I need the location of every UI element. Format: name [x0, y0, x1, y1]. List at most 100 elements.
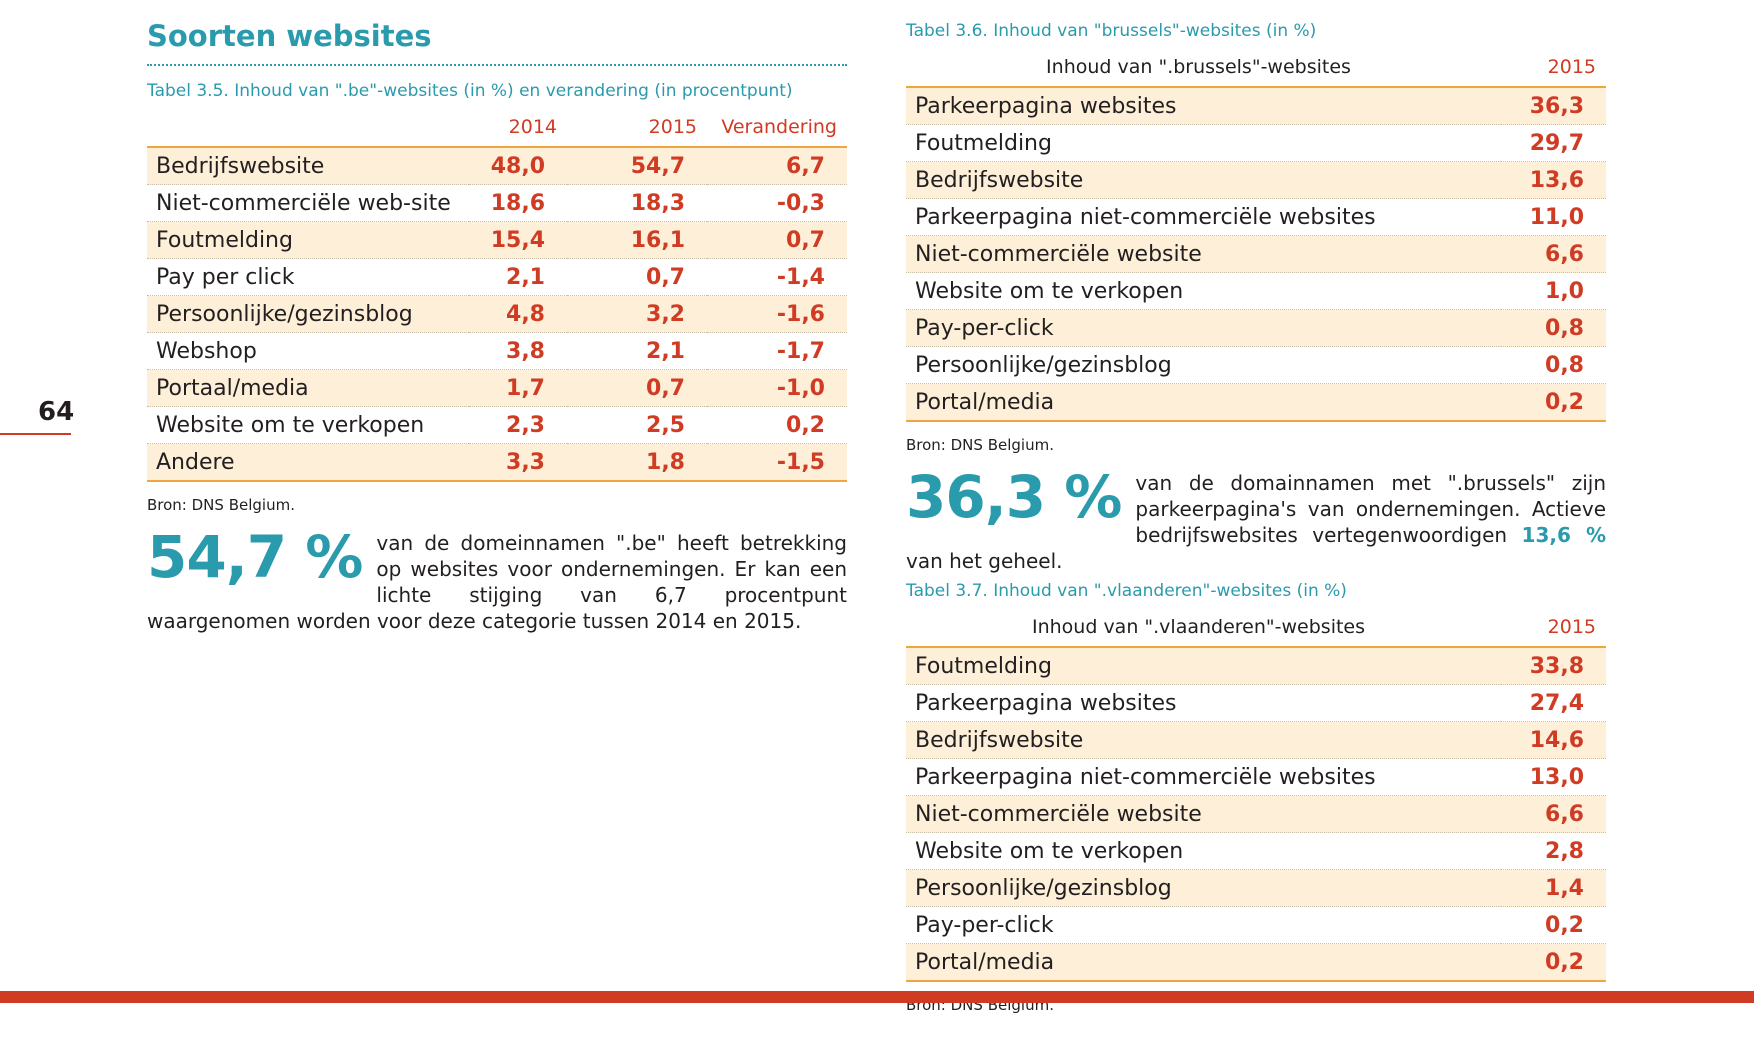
bottom-bar — [0, 991, 1754, 1003]
cell-change: -0,3 — [776, 190, 825, 216]
cell-v2015: 13,6 — [1529, 167, 1584, 193]
cell-v2014: 15,4 — [490, 227, 545, 253]
table-3-6-body: Parkeerpagina websites 36,3 Foutmelding 29,… — [906, 87, 1606, 421]
table-row: Website om te verkopen 1,0 — [906, 273, 1606, 310]
table-row: Portaal/media 1,7 0,7 -1,0 — [147, 369, 847, 407]
cell-v2015: 1,4 — [1545, 875, 1584, 901]
callout-be-text: van de domeinnamen ".be" heeft betrekkin… — [147, 531, 847, 633]
cell-v2015: 0,7 — [646, 375, 685, 401]
column-header-2014: 2014 — [508, 116, 557, 138]
table-row: Parkeerpagina niet-commerciële websites 1… — [906, 759, 1606, 796]
cell-v2014: 2,1 — [506, 264, 545, 290]
callout-brussels-figure: 36,3 % — [906, 463, 1122, 531]
cell-v2014: 3,3 — [506, 449, 545, 475]
table-row: Pay per click 2,1 0,7 -1,4 — [147, 259, 847, 296]
table-3-5-body: Bedrijfswebsite 48,0 54,7 6,7 Niet-commercië… — [147, 147, 847, 481]
table-row: Persoonlijke/gezinsblog 4,8 3,2 -1,6 — [147, 295, 847, 333]
column-header-2015: 2015 — [1547, 616, 1596, 638]
table-3-7-caption: Tabel 3.7. Inhoud van ".vlaanderen"-webs… — [906, 581, 1347, 601]
column-header-2015: 2015 — [1547, 56, 1596, 78]
table-row: Website om te verkopen 2,3 2,5 0,2 — [147, 407, 847, 444]
table-3-6-header-row: Inhoud van ".brussels"-websites 2015 — [906, 48, 1606, 87]
cell-v2015: 36,3 — [1529, 93, 1584, 119]
table-row: Andere 3,3 1,8 -1,5 — [147, 443, 847, 481]
cell-v2015: 0,7 — [646, 264, 685, 290]
cell-change: -1,6 — [776, 301, 825, 327]
row-label: Foutmelding — [915, 653, 1052, 679]
row-label: Bedrijfswebsite — [915, 167, 1084, 193]
callout-brussels-text-after: van het geheel. — [906, 549, 1063, 573]
table-3-5-source: Bron: DNS Belgium. — [147, 496, 295, 514]
cell-change: 0,2 — [786, 412, 825, 438]
row-label: Parkeerpagina websites — [915, 93, 1177, 119]
table-3-6: Inhoud van ".brussels"-websites 2015 Par… — [906, 48, 1606, 422]
cell-v2015: 16,1 — [630, 227, 685, 253]
table-row: Parkeerpagina niet-commerciële websites 1… — [906, 199, 1606, 236]
table-row: Bedrijfswebsite 13,6 — [906, 161, 1606, 199]
table-3-7-header-row: Inhoud van ".vlaanderen"-websites 2015 — [906, 608, 1606, 647]
table-row: Bedrijfswebsite 14,6 — [906, 721, 1606, 759]
cell-v2015: 2,1 — [646, 338, 685, 364]
cell-change: -1,7 — [776, 338, 825, 364]
callout-be-figure: 54,7 % — [147, 523, 363, 591]
table-3-7: Inhoud van ".vlaanderen"-websites 2015 F… — [906, 608, 1606, 982]
column-header-change: Verandering — [721, 116, 837, 138]
page-number-rule — [0, 433, 71, 435]
cell-v2015: 1,0 — [1545, 278, 1584, 304]
table-3-6-source: Bron: DNS Belgium. — [906, 436, 1054, 454]
table-row: Portal/media 0,2 — [906, 383, 1606, 421]
cell-change: -1,5 — [776, 449, 825, 475]
row-label: Persoonlijke/gezinsblog — [915, 352, 1172, 378]
callout-brussels-text-before: van de domainnamen met ".brussels" zijn … — [1135, 471, 1606, 547]
cell-change: 0,7 — [786, 227, 825, 253]
table-row: Webshop 3,8 2,1 -1,7 — [147, 333, 847, 370]
cell-v2015: 11,0 — [1529, 204, 1584, 230]
cell-v2014: 18,6 — [490, 190, 545, 216]
cell-v2014: 4,8 — [506, 301, 545, 327]
row-label: Niet-commerciële web-site — [156, 190, 451, 216]
row-label: Parkeerpagina niet-commerciële websites — [915, 204, 1376, 230]
cell-v2015: 6,6 — [1545, 801, 1584, 827]
table-3-6-caption: Tabel 3.6. Inhoud van "brussels"-website… — [906, 21, 1317, 41]
table-row: Parkeerpagina websites 36,3 — [906, 87, 1606, 125]
row-label: Foutmelding — [915, 130, 1052, 156]
table-row: Pay-per-click 0,8 — [906, 309, 1606, 347]
callout-brussels-highlight: 13,6 % — [1521, 523, 1606, 547]
row-label: Parkeerpagina niet-commerciële websites — [915, 764, 1376, 790]
callout-be: 54,7 % van de domeinnamen ".be" heeft be… — [147, 523, 847, 634]
table-row: Foutmelding 33,8 — [906, 647, 1606, 685]
table-row: Persoonlijke/gezinsblog 1,4 — [906, 869, 1606, 907]
table-row: Foutmelding 29,7 — [906, 125, 1606, 162]
cell-change: -1,0 — [776, 375, 825, 401]
column-header-content: Inhoud van ".vlaanderen"-websites — [1031, 616, 1366, 638]
table-row: Website om te verkopen 2,8 — [906, 833, 1606, 870]
cell-v2015: 54,7 — [630, 153, 685, 179]
table-row: Pay-per-click 0,2 — [906, 907, 1606, 944]
cell-v2015: 29,7 — [1529, 130, 1584, 156]
row-label: Website om te verkopen — [915, 278, 1184, 304]
section-divider — [147, 64, 847, 66]
column-header-content: Inhoud van ".brussels"-websites — [1046, 56, 1351, 78]
cell-v2015: 14,6 — [1529, 727, 1584, 753]
cell-v2015: 2,8 — [1545, 838, 1584, 864]
cell-v2015: 3,2 — [646, 301, 685, 327]
section-title: Soorten websites — [147, 19, 432, 53]
row-label: Parkeerpagina websites — [915, 690, 1177, 716]
table-row: Parkeerpagina websites 27,4 — [906, 685, 1606, 722]
cell-v2015: 18,3 — [630, 190, 685, 216]
column-header-label — [147, 108, 469, 147]
cell-v2015: 0,2 — [1545, 389, 1584, 415]
row-label: Portal/media — [915, 949, 1055, 975]
cell-v2015: 0,8 — [1545, 352, 1584, 378]
cell-v2015: 13,0 — [1529, 764, 1584, 790]
table-row: Persoonlijke/gezinsblog 0,8 — [906, 347, 1606, 384]
right-column: Tabel 3.6. Inhoud van "brussels"-website… — [906, 14, 1606, 1014]
row-label: Persoonlijke/gezinsblog — [156, 301, 413, 327]
row-label: Bedrijfswebsite — [156, 153, 325, 179]
table-3-7-body: Foutmelding 33,8 Parkeerpagina websites 27,… — [906, 647, 1606, 981]
row-label: Portal/media — [915, 389, 1055, 415]
cell-v2014: 1,7 — [506, 375, 545, 401]
row-label: Webshop — [156, 338, 257, 364]
cell-v2015: 0,2 — [1545, 912, 1584, 938]
table-row: Foutmelding 15,4 16,1 0,7 — [147, 221, 847, 259]
